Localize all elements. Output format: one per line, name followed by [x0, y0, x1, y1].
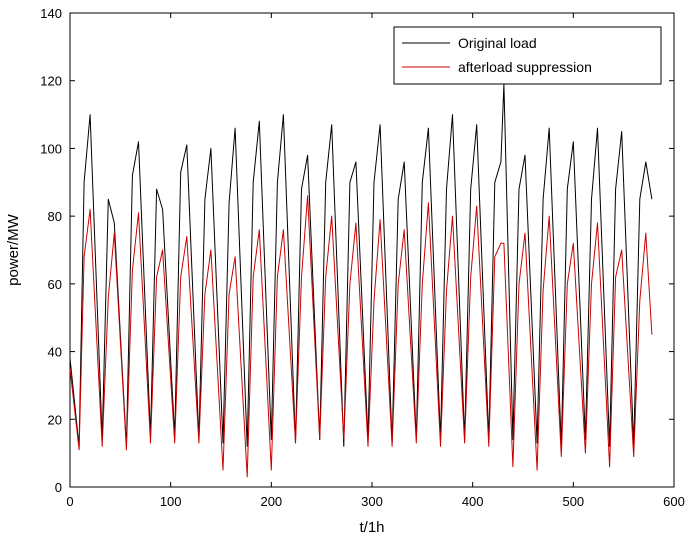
legend: Original load afterload suppression	[393, 26, 662, 85]
legend-label-afterload-suppression: afterload suppression	[458, 59, 592, 75]
x-tick-label: 200	[260, 494, 282, 509]
x-tick-label: 300	[361, 494, 383, 509]
y-axis-label: power/MW	[5, 213, 22, 286]
x-tick-label: 100	[160, 494, 182, 509]
x-tick-label: 0	[66, 494, 73, 509]
y-tick-label: 20	[48, 412, 62, 427]
y-tick-label: 80	[48, 209, 62, 224]
series-line-afterload-suppression	[69, 195, 653, 478]
x-tick-label: 500	[562, 494, 584, 509]
x-axis-ticks: 0 100 200 300 400 500 600	[66, 13, 685, 509]
x-axis-label: t/1h	[359, 519, 384, 536]
x-tick-label: 400	[462, 494, 484, 509]
y-tick-label: 40	[48, 345, 62, 360]
series-lines	[69, 83, 653, 478]
y-tick-label: 100	[40, 141, 62, 156]
x-tick-label: 600	[663, 494, 685, 509]
y-tick-label: 120	[40, 74, 62, 89]
legend-label-original-load: Original load	[458, 35, 537, 51]
y-tick-label: 140	[40, 6, 62, 21]
y-tick-label: 60	[48, 277, 62, 292]
y-axis-ticks: 0 20 40 60 80 100 120 140	[40, 6, 674, 495]
y-tick-label: 0	[55, 480, 62, 495]
legend-box	[393, 26, 662, 85]
